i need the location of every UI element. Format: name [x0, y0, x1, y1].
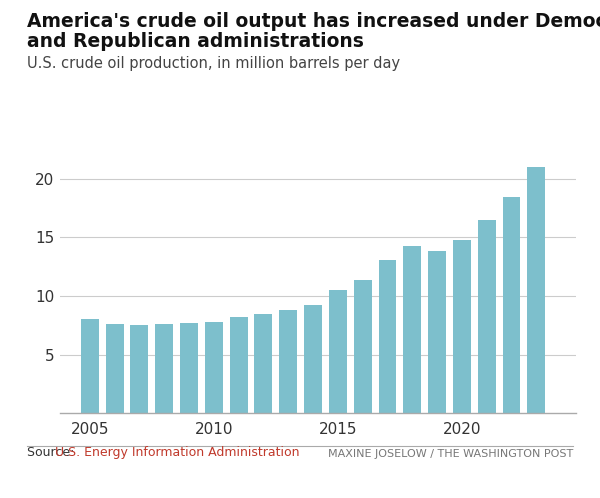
Bar [81, 320, 98, 413]
Bar [329, 290, 347, 413]
Bar [106, 324, 124, 413]
Bar [453, 240, 471, 413]
Text: U.S. crude oil production, in million barrels per day: U.S. crude oil production, in million ba… [27, 56, 400, 71]
Bar [230, 317, 248, 413]
Text: America's crude oil output has increased under Democratic: America's crude oil output has increased… [27, 12, 600, 31]
Text: MAXINE JOSELOW / THE WASHINGTON POST: MAXINE JOSELOW / THE WASHINGTON POST [328, 449, 573, 459]
Bar [254, 314, 272, 413]
Bar [205, 322, 223, 413]
Bar [354, 279, 371, 413]
Text: Source:: Source: [27, 446, 79, 459]
Bar [279, 310, 297, 413]
Bar [428, 251, 446, 413]
Bar [503, 198, 520, 413]
Bar [478, 220, 496, 413]
Text: U.S. Energy Information Administration: U.S. Energy Information Administration [55, 446, 299, 459]
Text: and Republican administrations: and Republican administrations [27, 32, 364, 51]
Bar [130, 325, 148, 413]
Bar [379, 259, 397, 413]
Bar [155, 324, 173, 413]
Bar [180, 323, 198, 413]
Bar [403, 246, 421, 413]
Bar [527, 167, 545, 413]
Bar [304, 305, 322, 413]
